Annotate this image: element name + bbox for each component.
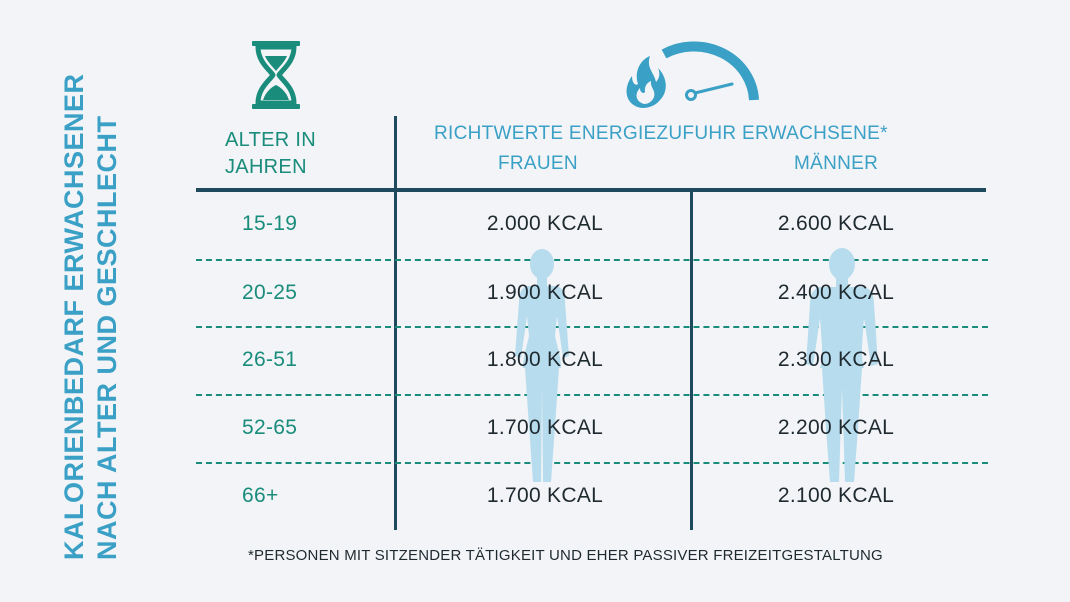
row-men-kcal: 2.400 KCAL bbox=[777, 281, 895, 304]
column-divider-gender bbox=[690, 190, 693, 530]
female-silhouette-icon bbox=[515, 249, 569, 482]
row-age: 26-51 bbox=[242, 348, 298, 371]
row-women-kcal: 1.800 KCAL bbox=[486, 348, 604, 371]
age-header-line1: ALTER IN bbox=[225, 129, 316, 151]
age-header-line2: JAHREN bbox=[225, 156, 307, 178]
row-men-kcal: 2.600 KCAL bbox=[777, 212, 895, 235]
side-title: KALORIENBEDARF ERWACHSENER NACH ALTER UN… bbox=[58, 20, 124, 560]
row-men-kcal: 2.300 KCAL bbox=[777, 348, 895, 371]
side-title-line2: NACH ALTER UND GESCHLECHT bbox=[92, 115, 122, 561]
row-women-kcal: 1.900 KCAL bbox=[486, 281, 604, 304]
male-silhouette-icon bbox=[806, 248, 878, 482]
row-divider bbox=[196, 259, 988, 261]
footnote: *PERSONEN MIT SITZENDER TÄTIGKEIT UND EH… bbox=[248, 547, 883, 564]
row-women-kcal: 1.700 KCAL bbox=[486, 484, 604, 507]
side-title-line1: KALORIENBEDARF ERWACHSENER bbox=[59, 73, 89, 560]
row-age: 52-65 bbox=[242, 416, 298, 439]
row-women-kcal: 1.700 KCAL bbox=[486, 416, 604, 439]
header-rule bbox=[196, 188, 986, 192]
column-divider-age bbox=[394, 116, 397, 530]
women-column-header: FRAUEN bbox=[498, 153, 578, 174]
row-men-kcal: 2.200 KCAL bbox=[777, 416, 895, 439]
flame-gauge-icon bbox=[626, 41, 759, 108]
hourglass-icon bbox=[252, 41, 300, 109]
age-column-header: ALTER IN JAHREN bbox=[225, 127, 316, 181]
energy-column-header: RICHTWERTE ENERGIEZUFUHR ERWACHSENE* bbox=[434, 123, 888, 144]
row-divider bbox=[196, 394, 988, 396]
row-divider bbox=[196, 462, 988, 464]
row-men-kcal: 2.100 KCAL bbox=[777, 484, 895, 507]
row-divider bbox=[196, 326, 988, 328]
men-column-header: MÄNNER bbox=[794, 153, 879, 174]
row-age: 66+ bbox=[242, 484, 279, 507]
row-age: 20-25 bbox=[242, 281, 298, 304]
row-age: 15-19 bbox=[242, 212, 298, 235]
row-women-kcal: 2.000 KCAL bbox=[486, 212, 604, 235]
